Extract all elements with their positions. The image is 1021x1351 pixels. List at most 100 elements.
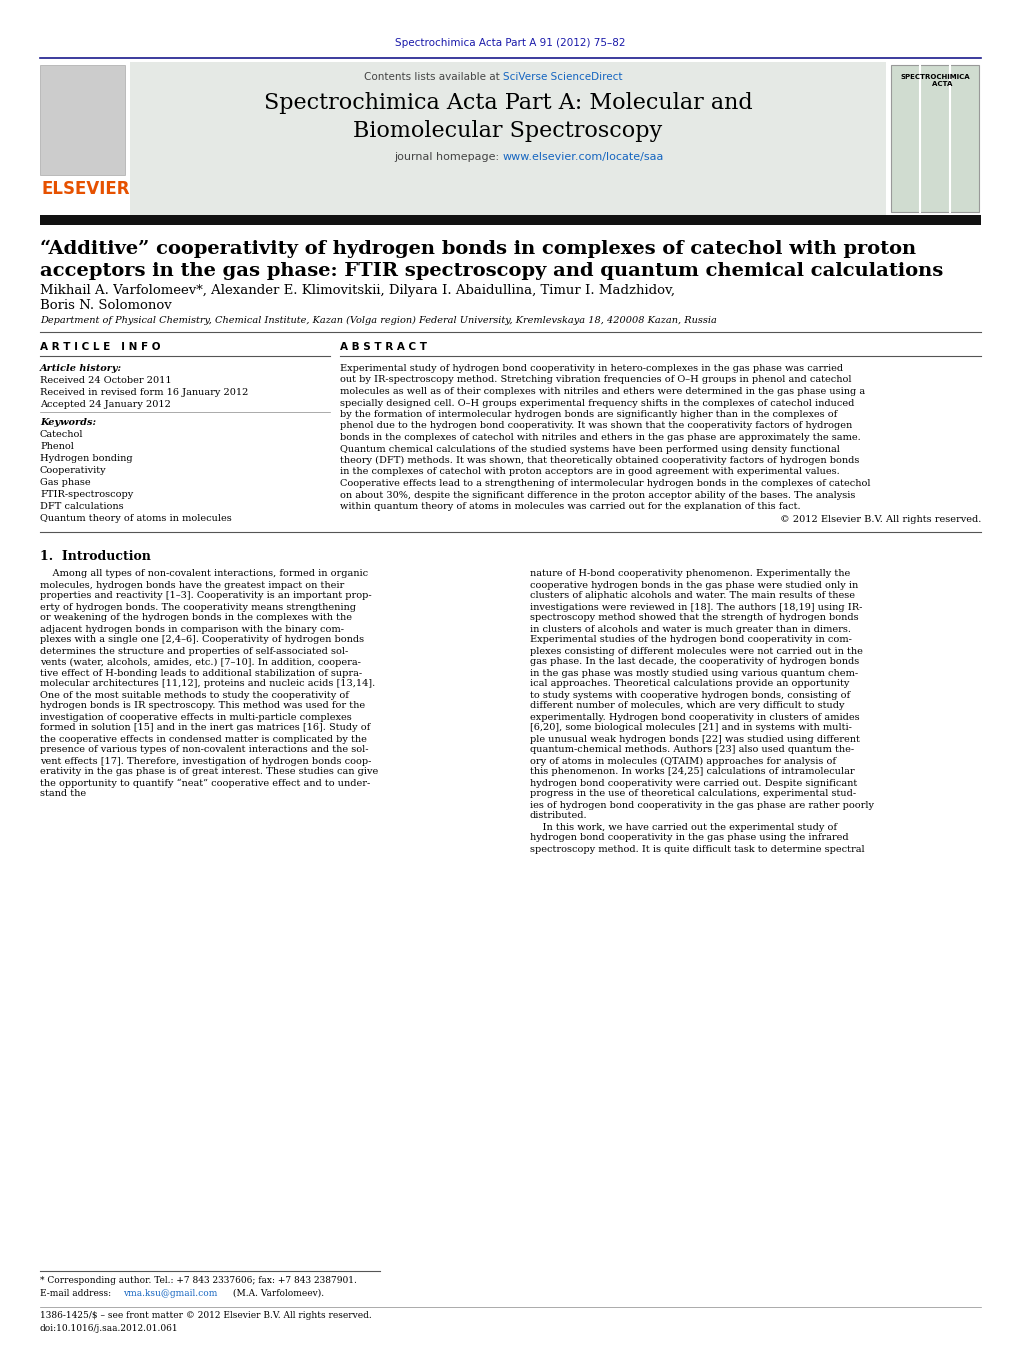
Text: One of the most suitable methods to study the cooperativity of: One of the most suitable methods to stud… bbox=[40, 690, 349, 700]
Text: within quantum theory of atoms in molecules was carried out for the explanation : within quantum theory of atoms in molecu… bbox=[340, 503, 800, 511]
Text: Mikhail A. Varfolomeev*, Alexander E. Klimovitskii, Dilyara I. Abaidullina, Timu: Mikhail A. Varfolomeev*, Alexander E. Kl… bbox=[40, 284, 675, 297]
Text: adjacent hydrogen bonds in comparison with the binary com-: adjacent hydrogen bonds in comparison wi… bbox=[40, 624, 344, 634]
Text: investigation of cooperative effects in multi-particle complexes: investigation of cooperative effects in … bbox=[40, 712, 352, 721]
Text: molecular architectures [11,12], proteins and nucleic acids [13,14].: molecular architectures [11,12], protein… bbox=[40, 680, 376, 689]
Text: plexes consisting of different molecules were not carried out in the: plexes consisting of different molecules… bbox=[530, 647, 863, 655]
Text: © 2012 Elsevier B.V. All rights reserved.: © 2012 Elsevier B.V. All rights reserved… bbox=[780, 516, 981, 524]
Text: or weakening of the hydrogen bonds in the complexes with the: or weakening of the hydrogen bonds in th… bbox=[40, 613, 352, 623]
Text: phenol due to the hydrogen bond cooperativity. It was shown that the cooperativi: phenol due to the hydrogen bond cooperat… bbox=[340, 422, 853, 431]
Text: ical approaches. Theoretical calculations provide an opportunity: ical approaches. Theoretical calculation… bbox=[530, 680, 849, 689]
Text: this phenomenon. In works [24,25] calculations of intramolecular: this phenomenon. In works [24,25] calcul… bbox=[530, 767, 855, 777]
Text: SciVerse ScienceDirect: SciVerse ScienceDirect bbox=[503, 72, 623, 82]
Text: out by IR-spectroscopy method. Stretching vibration frequencies of O–H groups in: out by IR-spectroscopy method. Stretchin… bbox=[340, 376, 852, 385]
Text: Experimental studies of the hydrogen bond cooperativity in com-: Experimental studies of the hydrogen bon… bbox=[530, 635, 852, 644]
Text: theory (DFT) methods. It was shown, that theoretically obtained cooperativity fa: theory (DFT) methods. It was shown, that… bbox=[340, 457, 860, 465]
Text: in the gas phase was mostly studied using various quantum chem-: in the gas phase was mostly studied usin… bbox=[530, 669, 858, 677]
Text: Article history:: Article history: bbox=[40, 363, 123, 373]
Text: ple unusual weak hydrogen bonds [22] was studied using different: ple unusual weak hydrogen bonds [22] was… bbox=[530, 735, 860, 743]
Text: Quantum theory of atoms in molecules: Quantum theory of atoms in molecules bbox=[40, 513, 232, 523]
Text: ory of atoms in molecules (QTAIM) approaches for analysis of: ory of atoms in molecules (QTAIM) approa… bbox=[530, 757, 836, 766]
Text: E-mail address:: E-mail address: bbox=[40, 1289, 114, 1298]
Text: Cooperativity: Cooperativity bbox=[40, 466, 106, 476]
Text: Gas phase: Gas phase bbox=[40, 478, 91, 486]
Bar bbox=[40, 65, 125, 176]
Text: in the complexes of catechol with proton acceptors are in good agreement with ex: in the complexes of catechol with proton… bbox=[340, 467, 839, 477]
Text: on about 30%, despite the significant difference in the proton acceptor ability : on about 30%, despite the significant di… bbox=[340, 490, 856, 500]
Text: Spectrochimica Acta Part A: Molecular and: Spectrochimica Acta Part A: Molecular an… bbox=[263, 92, 752, 113]
Text: Hydrogen bonding: Hydrogen bonding bbox=[40, 454, 133, 463]
Text: ies of hydrogen bond cooperativity in the gas phase are rather poorly: ies of hydrogen bond cooperativity in th… bbox=[530, 801, 874, 809]
Text: Boris N. Solomonov: Boris N. Solomonov bbox=[40, 299, 172, 312]
Text: journal homepage:: journal homepage: bbox=[394, 153, 503, 162]
Text: Biomolecular Spectroscopy: Biomolecular Spectroscopy bbox=[353, 120, 663, 142]
Text: DFT calculations: DFT calculations bbox=[40, 503, 124, 511]
Text: plexes with a single one [2,4–6]. Cooperativity of hydrogen bonds: plexes with a single one [2,4–6]. Cooper… bbox=[40, 635, 364, 644]
Bar bbox=[40, 215, 981, 226]
Text: in clusters of alcohols and water is much greater than in dimers.: in clusters of alcohols and water is muc… bbox=[530, 624, 850, 634]
Text: Contents lists available at: Contents lists available at bbox=[364, 72, 503, 82]
Text: properties and reactivity [1–3]. Cooperativity is an important prop-: properties and reactivity [1–3]. Coopera… bbox=[40, 592, 372, 600]
Text: investigations were reviewed in [18]. The authors [18,19] using IR-: investigations were reviewed in [18]. Th… bbox=[530, 603, 863, 612]
Text: SPECTROCHIMICA
      ACTA: SPECTROCHIMICA ACTA bbox=[901, 74, 970, 86]
Text: hydrogen bond cooperativity in the gas phase using the infrared: hydrogen bond cooperativity in the gas p… bbox=[530, 834, 848, 843]
Text: determines the structure and properties of self-associated sol-: determines the structure and properties … bbox=[40, 647, 348, 655]
Text: [6,20], some biological molecules [21] and in systems with multi-: [6,20], some biological molecules [21] a… bbox=[530, 724, 852, 732]
Text: erativity in the gas phase is of great interest. These studies can give: erativity in the gas phase is of great i… bbox=[40, 767, 378, 777]
Text: cooperative hydrogen bonds in the gas phase were studied only in: cooperative hydrogen bonds in the gas ph… bbox=[530, 581, 859, 589]
Text: A B S T R A C T: A B S T R A C T bbox=[340, 342, 427, 353]
Text: In this work, we have carried out the experimental study of: In this work, we have carried out the ex… bbox=[530, 823, 837, 831]
Text: the opportunity to quantify “neat” cooperative effect and to under-: the opportunity to quantify “neat” coope… bbox=[40, 778, 371, 788]
Text: Phenol: Phenol bbox=[40, 442, 74, 451]
Text: the cooperative effects in condensed matter is complicated by the: the cooperative effects in condensed mat… bbox=[40, 735, 367, 743]
Text: acceptors in the gas phase: FTIR spectroscopy and quantum chemical calculations: acceptors in the gas phase: FTIR spectro… bbox=[40, 262, 943, 280]
Text: spectroscopy method. It is quite difficult task to determine spectral: spectroscopy method. It is quite difficu… bbox=[530, 844, 865, 854]
Text: hydrogen bonds is IR spectroscopy. This method was used for the: hydrogen bonds is IR spectroscopy. This … bbox=[40, 701, 366, 711]
Text: stand the: stand the bbox=[40, 789, 86, 798]
Text: Experimental study of hydrogen bond cooperativity in hetero-complexes in the gas: Experimental study of hydrogen bond coop… bbox=[340, 363, 843, 373]
Text: FTIR-spectroscopy: FTIR-spectroscopy bbox=[40, 490, 134, 499]
Text: spectroscopy method showed that the strength of hydrogen bonds: spectroscopy method showed that the stre… bbox=[530, 613, 859, 623]
Text: Quantum chemical calculations of the studied systems have been performed using d: Quantum chemical calculations of the stu… bbox=[340, 444, 840, 454]
Text: Cooperative effects lead to a strengthening of intermolecular hydrogen bonds in : Cooperative effects lead to a strengthen… bbox=[340, 480, 871, 488]
Text: experimentally. Hydrogen bond cooperativity in clusters of amides: experimentally. Hydrogen bond cooperativ… bbox=[530, 712, 860, 721]
Text: vents (water, alcohols, amides, etc.) [7–10]. In addition, coopera-: vents (water, alcohols, amides, etc.) [7… bbox=[40, 658, 360, 666]
Text: vent effects [17]. Therefore, investigation of hydrogen bonds coop-: vent effects [17]. Therefore, investigat… bbox=[40, 757, 372, 766]
Text: Department of Physical Chemistry, Chemical Institute, Kazan (Volga region) Feder: Department of Physical Chemistry, Chemic… bbox=[40, 316, 717, 326]
Text: A R T I C L E   I N F O: A R T I C L E I N F O bbox=[40, 342, 160, 353]
Text: gas phase. In the last decade, the cooperativity of hydrogen bonds: gas phase. In the last decade, the coope… bbox=[530, 658, 860, 666]
Text: Spectrochimica Acta Part A 91 (2012) 75–82: Spectrochimica Acta Part A 91 (2012) 75–… bbox=[395, 38, 626, 49]
Text: nature of H-bond cooperativity phenomenon. Experimentally the: nature of H-bond cooperativity phenomeno… bbox=[530, 570, 850, 578]
Text: different number of molecules, which are very difficult to study: different number of molecules, which are… bbox=[530, 701, 844, 711]
Text: bonds in the complexes of catechol with nitriles and ethers in the gas phase are: bonds in the complexes of catechol with … bbox=[340, 434, 861, 442]
Text: 1.  Introduction: 1. Introduction bbox=[40, 550, 151, 562]
Text: formed in solution [15] and in the inert gas matrices [16]. Study of: formed in solution [15] and in the inert… bbox=[40, 724, 371, 732]
Text: by the formation of intermolecular hydrogen bonds are significantly higher than : by the formation of intermolecular hydro… bbox=[340, 409, 837, 419]
Text: 1386-1425/$ – see front matter © 2012 Elsevier B.V. All rights reserved.: 1386-1425/$ – see front matter © 2012 El… bbox=[40, 1310, 372, 1320]
Text: * Corresponding author. Tel.: +7 843 2337606; fax: +7 843 2387901.: * Corresponding author. Tel.: +7 843 233… bbox=[40, 1275, 357, 1285]
Text: molecules, hydrogen bonds have the greatest impact on their: molecules, hydrogen bonds have the great… bbox=[40, 581, 344, 589]
Text: Received in revised form 16 January 2012: Received in revised form 16 January 2012 bbox=[40, 388, 248, 397]
Text: specially designed cell. O–H groups experimental frequency shifts in the complex: specially designed cell. O–H groups expe… bbox=[340, 399, 855, 408]
Text: ELSEVIER: ELSEVIER bbox=[42, 180, 131, 199]
Text: Among all types of non-covalent interactions, formed in organic: Among all types of non-covalent interact… bbox=[40, 570, 369, 578]
Text: to study systems with cooperative hydrogen bonds, consisting of: to study systems with cooperative hydrog… bbox=[530, 690, 850, 700]
Text: “Additive” cooperativity of hydrogen bonds in complexes of catechol with proton: “Additive” cooperativity of hydrogen bon… bbox=[40, 240, 916, 258]
Text: Accepted 24 January 2012: Accepted 24 January 2012 bbox=[40, 400, 171, 409]
Text: clusters of aliphatic alcohols and water. The main results of these: clusters of aliphatic alcohols and water… bbox=[530, 592, 855, 600]
Text: www.elsevier.com/locate/saa: www.elsevier.com/locate/saa bbox=[503, 153, 665, 162]
Text: distributed.: distributed. bbox=[530, 812, 588, 820]
Text: vma.ksu@gmail.com: vma.ksu@gmail.com bbox=[123, 1289, 217, 1298]
Text: doi:10.1016/j.saa.2012.01.061: doi:10.1016/j.saa.2012.01.061 bbox=[40, 1324, 179, 1333]
Text: Catechol: Catechol bbox=[40, 430, 84, 439]
Bar bbox=[891, 65, 979, 212]
Text: Keywords:: Keywords: bbox=[40, 417, 96, 427]
Text: quantum-chemical methods. Authors [23] also used quantum the-: quantum-chemical methods. Authors [23] a… bbox=[530, 746, 855, 754]
Text: hydrogen bond cooperativity were carried out. Despite significant: hydrogen bond cooperativity were carried… bbox=[530, 778, 858, 788]
Bar bbox=[130, 62, 886, 215]
Text: presence of various types of non-covalent interactions and the sol-: presence of various types of non-covalen… bbox=[40, 746, 369, 754]
Text: erty of hydrogen bonds. The cooperativity means strengthening: erty of hydrogen bonds. The cooperativit… bbox=[40, 603, 356, 612]
Text: (M.A. Varfolomeev).: (M.A. Varfolomeev). bbox=[230, 1289, 324, 1298]
Text: progress in the use of theoretical calculations, experimental stud-: progress in the use of theoretical calcu… bbox=[530, 789, 857, 798]
Text: Received 24 October 2011: Received 24 October 2011 bbox=[40, 376, 172, 385]
Text: tive effect of H-bonding leads to additional stabilization of supra-: tive effect of H-bonding leads to additi… bbox=[40, 669, 362, 677]
